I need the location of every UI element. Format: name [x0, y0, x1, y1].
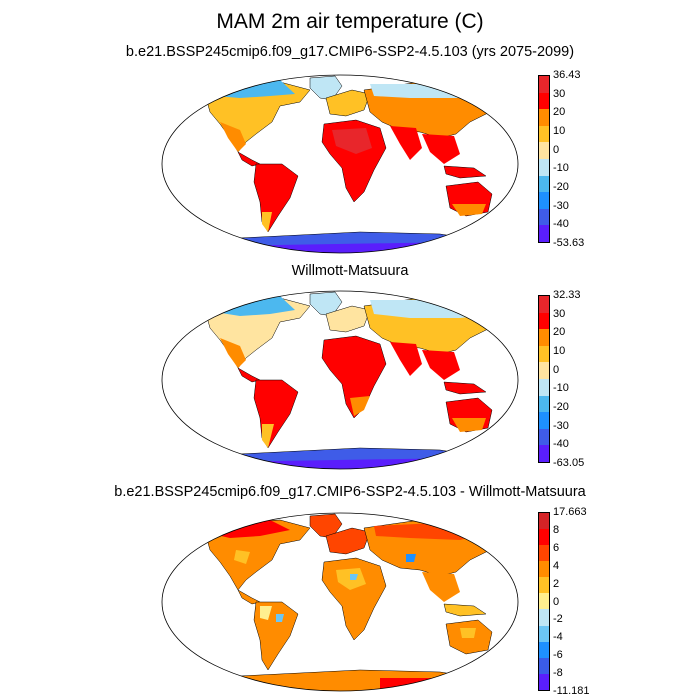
- colorbar-segment: [539, 208, 549, 226]
- colorbar-label: 30: [553, 307, 566, 320]
- colorbar-segment: [539, 296, 549, 313]
- map-obs: [161, 290, 519, 470]
- colorbar-segment: [539, 673, 549, 690]
- colorbar-label: 8: [553, 523, 560, 536]
- colorbar-label: 0: [553, 595, 560, 608]
- colorbar-segment: [539, 395, 549, 413]
- panel-title-diff: b.e21.BSSP245cmip6.f09_g17.CMIP6-SSP2-4.…: [114, 484, 586, 500]
- colorbar-label: -30: [553, 199, 569, 212]
- colorbar-label: -11.181: [553, 685, 590, 697]
- colorbar-segment: [539, 76, 549, 93]
- colorbar-segment: [539, 428, 549, 446]
- colorbar-label: -53.63: [553, 237, 585, 249]
- colorbar-label: 6: [553, 541, 560, 554]
- colorbar-label: -6: [553, 649, 563, 662]
- colorbar-label: 0: [553, 143, 560, 156]
- figure-title: MAM 2m air temperature (C): [216, 10, 484, 33]
- colorbar-label: 10: [553, 125, 566, 137]
- colorbar-segment: [539, 92, 549, 110]
- panel-title-obs: Willmott-Matsuura: [291, 263, 409, 279]
- colorbar-label: -2: [553, 613, 563, 626]
- colorbar-label: -30: [553, 419, 569, 432]
- colorbar-segment: [539, 109, 549, 126]
- colorbar-segment: [539, 175, 549, 193]
- colorbar-segment: [539, 545, 549, 562]
- colorbar-segment: [539, 142, 549, 159]
- colorbar-label: -8: [553, 667, 563, 680]
- colorbar-segment: [539, 593, 549, 610]
- colorbar-label: 4: [553, 559, 560, 572]
- colorbar-label: 36.43: [553, 69, 581, 81]
- colorbar-segment: [539, 192, 549, 209]
- colorbar-segment: [539, 345, 549, 363]
- map-model: [161, 74, 519, 254]
- colorbar-segment: [539, 529, 549, 546]
- colorbar-label: -63.05: [553, 457, 585, 469]
- colorbar-label: 0: [553, 363, 560, 376]
- colorbar-label: -4: [553, 631, 563, 644]
- colorbar-label: 32.33: [553, 289, 581, 301]
- colorbar-label: 20: [553, 326, 566, 339]
- colorbar-segment: [539, 225, 549, 242]
- colorbar-segment: [539, 329, 549, 346]
- colorbar-segment: [539, 577, 549, 594]
- colorbar-segment: [539, 378, 549, 396]
- colorbar-label: 2: [553, 577, 560, 590]
- colorbar-segment: [539, 609, 549, 626]
- colorbar-segment: [539, 412, 549, 429]
- colorbar-label: 20: [553, 106, 566, 119]
- colorbar-segment: [539, 561, 549, 578]
- colorbar-label: -10: [553, 382, 569, 395]
- colorbar-model: [538, 75, 550, 243]
- panel-title-model: b.e21.BSSP245cmip6.f09_g17.CMIP6-SSP2-4.…: [125, 44, 575, 60]
- colorbar-segment: [539, 362, 549, 379]
- colorbar-segment: [539, 158, 549, 176]
- colorbar-segment: [539, 445, 549, 462]
- colorbar-label: 17.663: [553, 506, 587, 518]
- colorbar-label: 30: [553, 87, 566, 100]
- colorbar-segment: [539, 125, 549, 143]
- colorbar-label: -40: [553, 438, 569, 451]
- colorbar-diff: [538, 512, 550, 691]
- colorbar-segment: [539, 513, 549, 530]
- colorbar-segment: [539, 312, 549, 330]
- colorbar-segment: [539, 657, 549, 674]
- colorbar-label: -40: [553, 218, 569, 231]
- colorbar-label: -20: [553, 181, 569, 193]
- colorbar-label: 10: [553, 345, 566, 357]
- colorbar-label: -10: [553, 162, 569, 175]
- colorbar-segment: [539, 641, 549, 658]
- colorbar-obs: [538, 295, 550, 463]
- map-diff: [161, 512, 519, 692]
- colorbar-label: -20: [553, 401, 569, 413]
- colorbar-segment: [539, 625, 549, 642]
